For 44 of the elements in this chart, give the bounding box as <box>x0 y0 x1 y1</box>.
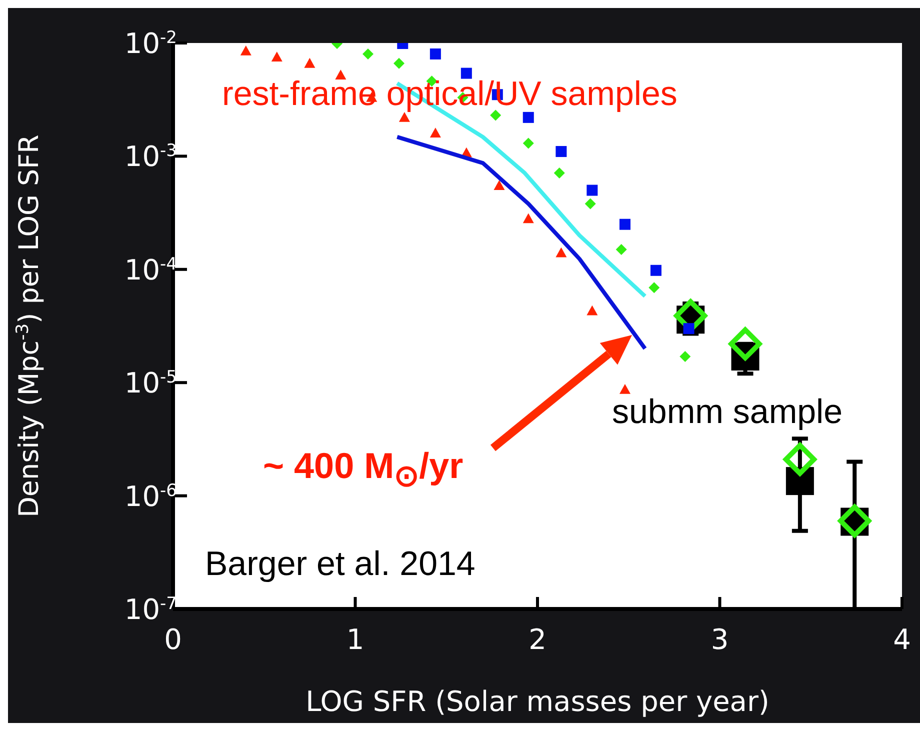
point <box>362 48 374 60</box>
point <box>728 327 762 360</box>
y-tick-label: 10$^{-6}$ <box>124 480 177 513</box>
point <box>271 52 282 62</box>
x-tick-label: 4 <box>893 623 911 656</box>
y-tick-label: 10$^{-3}$ <box>124 140 177 174</box>
point <box>586 184 598 196</box>
point <box>584 198 596 210</box>
point <box>783 442 816 476</box>
point <box>335 70 346 80</box>
point <box>556 247 567 258</box>
point <box>683 323 694 334</box>
point <box>554 168 565 179</box>
point <box>522 112 534 123</box>
annotation: ~ 400 M$_{⊙}$/yr <box>263 445 464 494</box>
y-tick-label: 10$^{-7}$ <box>124 593 177 626</box>
point <box>619 218 630 230</box>
x-tick-label: 3 <box>710 623 729 656</box>
point <box>616 244 627 255</box>
point <box>522 213 534 224</box>
point <box>522 138 534 149</box>
annotation: submm sample <box>612 393 843 431</box>
point <box>619 384 630 394</box>
point <box>648 282 660 294</box>
point <box>393 58 404 69</box>
x-axis-title: LOG SFR (Solar masses per year) <box>306 685 770 718</box>
point <box>304 58 316 68</box>
annotation: Barger et al. 2014 <box>205 545 476 583</box>
x-tick-label: 0 <box>164 623 182 656</box>
line-series <box>395 134 648 351</box>
point <box>586 305 598 316</box>
point <box>680 351 691 362</box>
point <box>398 112 410 122</box>
point <box>430 128 441 138</box>
point <box>240 45 252 56</box>
point <box>430 48 441 60</box>
point <box>494 180 505 190</box>
y-tick-label: 10$^{-4}$ <box>124 253 177 286</box>
point <box>650 264 662 276</box>
x-tick-label: 2 <box>528 623 546 656</box>
point <box>556 146 567 158</box>
y-tick-label: 10$^{-2}$ <box>124 27 177 60</box>
y-tick-label: 10$^{-5}$ <box>124 366 177 400</box>
x-tick-label: 1 <box>346 623 364 656</box>
